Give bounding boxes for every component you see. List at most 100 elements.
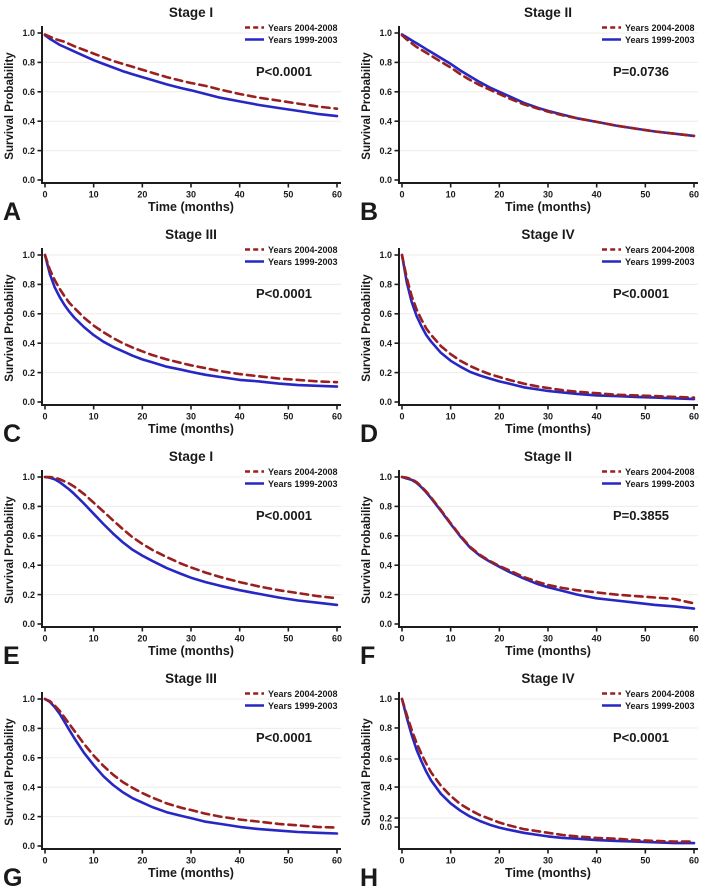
x-tick-label: 20: [137, 856, 147, 866]
y-tick-label: 0.8: [379, 723, 392, 733]
y-tick-label: 0.2: [379, 813, 392, 823]
x-axis-title: Time (months): [148, 866, 234, 880]
y-tick-label: 0.6: [22, 753, 35, 763]
panel-letter: D: [360, 420, 378, 444]
legend-label: Years 1999-2003: [625, 479, 695, 489]
x-tick-label: 30: [186, 634, 196, 644]
legend-label: Years 2004-2008: [268, 245, 338, 255]
x-tick-label: 30: [543, 856, 553, 866]
y-tick-label: 0.2: [22, 146, 35, 156]
panel-title: Stage II: [524, 5, 572, 20]
p-value-label: P<0.0001: [613, 730, 669, 745]
panel-a-chart: 1.0 0.8 0.6 0.4 0.2 0.0 0 10 20 30 40 50 60 Stage I Ti…: [3, 5, 342, 222]
x-tick-label: 30: [186, 856, 196, 866]
x-tick-label: 40: [235, 412, 245, 422]
x-tick-label: 50: [640, 634, 650, 644]
y-tick-label: 0.4: [379, 338, 392, 348]
panel-title: Stage II: [524, 449, 572, 464]
series-curve-2004-2008: [43, 697, 339, 829]
p-value-label: P<0.0001: [256, 64, 312, 79]
legend-label: Years 2004-2008: [625, 23, 695, 33]
x-tick-label: 60: [689, 190, 699, 200]
y-axis-title: Survival Probability: [361, 52, 373, 160]
axes: [41, 692, 341, 850]
x-tick-label: 40: [235, 856, 245, 866]
y-tick-label: 0.4: [22, 782, 35, 792]
p-value-label: P=0.3855: [613, 508, 669, 523]
panel-title: Stage I: [169, 449, 213, 464]
panel-letter: F: [360, 642, 375, 666]
y-tick-label: 1.0: [22, 694, 35, 704]
y-tick-label: 0.0: [379, 397, 392, 407]
y-tick-label: 0.0: [22, 175, 35, 185]
y-tick-label: 0.2: [379, 368, 392, 378]
y-tick-label: 0.0: [22, 841, 35, 851]
x-tick-label: 40: [592, 190, 602, 200]
x-tick-label: 0: [399, 856, 404, 866]
x-tick-label: 0: [399, 634, 404, 644]
series-curve-2004-2008: [400, 33, 696, 138]
x-tick-label: 0: [42, 190, 47, 200]
y-tick-label: 1.0: [379, 250, 392, 260]
x-axis-title: Time (months): [148, 422, 234, 436]
y-tick-label: 1.0: [22, 28, 35, 38]
x-tick-label: 20: [137, 634, 147, 644]
x-tick-label: 60: [689, 634, 699, 644]
y-tick-label: 0.2: [22, 368, 35, 378]
axes: [398, 692, 698, 850]
y-tick-label: 1.0: [379, 28, 392, 38]
x-tick-label: 20: [494, 412, 504, 422]
panel-letter: A: [3, 198, 21, 222]
y-axis-title: Survival Probability: [4, 274, 16, 382]
y-tick-label: 0.4: [22, 560, 35, 570]
panel-title: Stage I: [169, 5, 213, 20]
y-tick-label: 0.6: [22, 309, 35, 319]
panel-letter: C: [3, 420, 21, 444]
x-tick-label: 10: [89, 856, 99, 866]
panel-letter: G: [3, 864, 22, 888]
x-axis-title: Time (months): [148, 644, 234, 658]
x-tick-label: 20: [494, 190, 504, 200]
legend-label: Years 2004-2008: [268, 467, 338, 477]
legend-label: Years 2004-2008: [625, 467, 695, 477]
panel-f-chart: 1.0 0.8 0.6 0.4 0.2 0.0 0 10 20 30 40 50 60 Stage II T…: [360, 449, 699, 666]
y-tick-label: 0.6: [22, 87, 35, 97]
series-curve-2004-2008: [400, 475, 696, 605]
axes: [41, 248, 341, 406]
series-curve-1999-2003: [400, 33, 696, 138]
series-curve-1999-2003: [400, 697, 696, 845]
x-tick-label: 50: [640, 412, 650, 422]
x-tick-label: 0: [399, 412, 404, 422]
y-tick-label: 0.4: [379, 116, 392, 126]
y-tick-label: 1.0: [22, 472, 35, 482]
x-tick-label: 50: [640, 190, 650, 200]
panel-h-chart: 1.0 0.8 0.6 0.4 0.20.0 0 10 20 30 40 50 60 Stage IV T…: [360, 671, 699, 888]
x-axis-title: Time (months): [505, 866, 591, 880]
x-axis-title: Time (months): [505, 644, 591, 658]
x-tick-label: 40: [592, 634, 602, 644]
x-tick-label: 30: [543, 412, 553, 422]
y-tick-label: 1.0: [379, 694, 392, 704]
y-tick-label: 0.4: [379, 560, 392, 570]
panel-g-chart: 1.0 0.8 0.6 0.4 0.2 0.0 0 10 20 30 40 50 60 Stage III…: [3, 671, 342, 888]
axes: [398, 248, 698, 406]
panel-letter: E: [3, 642, 20, 666]
x-tick-label: 0: [42, 634, 47, 644]
series-curve-1999-2003: [400, 475, 696, 610]
axes: [41, 470, 341, 628]
y-tick-label: 0.0: [379, 175, 392, 185]
x-tick-label: 60: [689, 856, 699, 866]
legend-label: Years 1999-2003: [268, 257, 338, 267]
series-curve-2004-2008: [43, 475, 339, 600]
y-tick-label: 1.0: [379, 472, 392, 482]
y-tick-label: 0.0: [379, 822, 392, 832]
x-tick-label: 50: [283, 856, 293, 866]
y-tick-label: 0.4: [22, 116, 35, 126]
x-tick-label: 0: [42, 412, 47, 422]
y-tick-label: 0.0: [22, 397, 35, 407]
x-tick-label: 30: [543, 634, 553, 644]
p-value-label: P<0.0001: [613, 286, 669, 301]
legend-label: Years 1999-2003: [268, 701, 338, 711]
x-tick-label: 40: [235, 190, 245, 200]
